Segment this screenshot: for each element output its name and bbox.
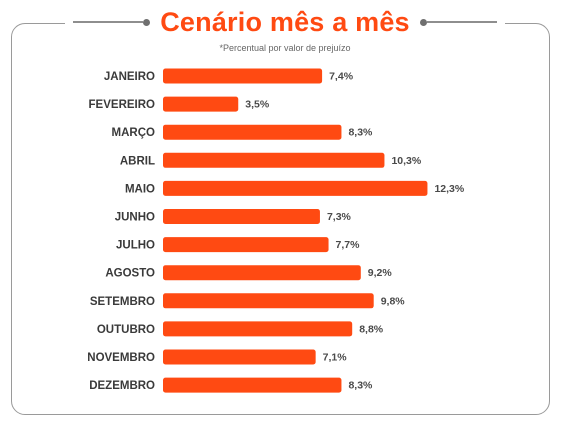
bar [163,180,428,196]
bar [163,377,342,393]
category-label: AGOSTO [105,268,155,280]
title-left-rule [73,21,144,23]
bar [163,96,239,112]
title-left-dot [143,18,151,26]
category-label: SETEMBRO [90,296,155,308]
bar [163,293,374,309]
bar [163,209,320,224]
title-right-dot [419,18,427,26]
category-label: JULHO [116,240,155,252]
bar [163,349,316,365]
value-label: 8,8% [359,323,384,335]
bar [163,68,323,84]
value-label: 8,3% [348,127,373,139]
title-line: Cenário mês a mês [65,6,505,38]
value-label: 7,4% [329,71,354,83]
bar [163,152,385,168]
bar [163,124,342,140]
value-label: 12,3% [434,183,464,195]
value-label: 9,8% [381,295,406,307]
category-label: MARÇO [112,127,155,139]
title-bar: Cenário mês a mês [0,2,570,42]
title-right-rule [426,21,497,23]
category-label: JANEIRO [104,71,155,83]
value-label: 7,1% [323,352,348,364]
category-label: FEVEREIRO [89,99,156,111]
chart-title: Cenário mês a mês [160,6,410,37]
value-label: 7,7% [336,239,361,251]
bar [163,321,353,337]
value-label: 7,3% [327,211,352,223]
category-label: NOVEMBRO [87,352,155,364]
value-label: 3,5% [245,99,270,111]
value-label: 9,2% [368,267,393,279]
category-label: ABRIL [120,155,155,167]
bar [163,265,361,281]
bar [163,237,329,253]
value-label: 8,3% [348,380,373,392]
category-label: MAIO [125,183,155,195]
category-label: JUNHO [115,212,155,224]
value-label: 10,3% [391,155,421,167]
category-label: OUTUBRO [97,324,155,336]
category-label: DEZEMBRO [89,380,155,392]
chart-subtitle: *Percentual por valor de prejuízo [219,43,351,53]
